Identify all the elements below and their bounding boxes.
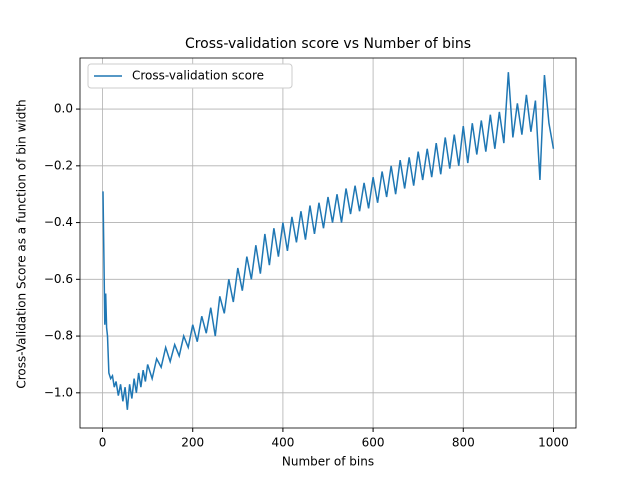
x-tick-label: 400 (271, 436, 294, 450)
x-tick-label: 800 (452, 436, 475, 450)
x-tick-label: 0 (99, 436, 107, 450)
data-line (102, 72, 555, 410)
legend-label: Cross-validation score (132, 69, 264, 83)
x-axis-label: Number of bins (282, 455, 374, 469)
y-tick-label: −0.8 (44, 329, 73, 343)
y-tick-label: −0.4 (44, 215, 73, 229)
legend-box (87, 63, 293, 89)
plot-frame (79, 57, 577, 429)
y-tick-label: −0.6 (44, 272, 73, 286)
x-tick-label: 200 (181, 436, 204, 450)
y-tick-label: −1.0 (44, 385, 73, 399)
chart-title: Cross-validation score vs Number of bins (185, 36, 471, 52)
y-tick-label: −0.2 (44, 158, 73, 172)
y-axis-label: Cross-Validation Score as a function of … (15, 99, 29, 388)
x-tick-label: 1000 (538, 436, 569, 450)
x-tick-label: 600 (362, 436, 385, 450)
y-tick-label: 0.0 (54, 102, 73, 116)
